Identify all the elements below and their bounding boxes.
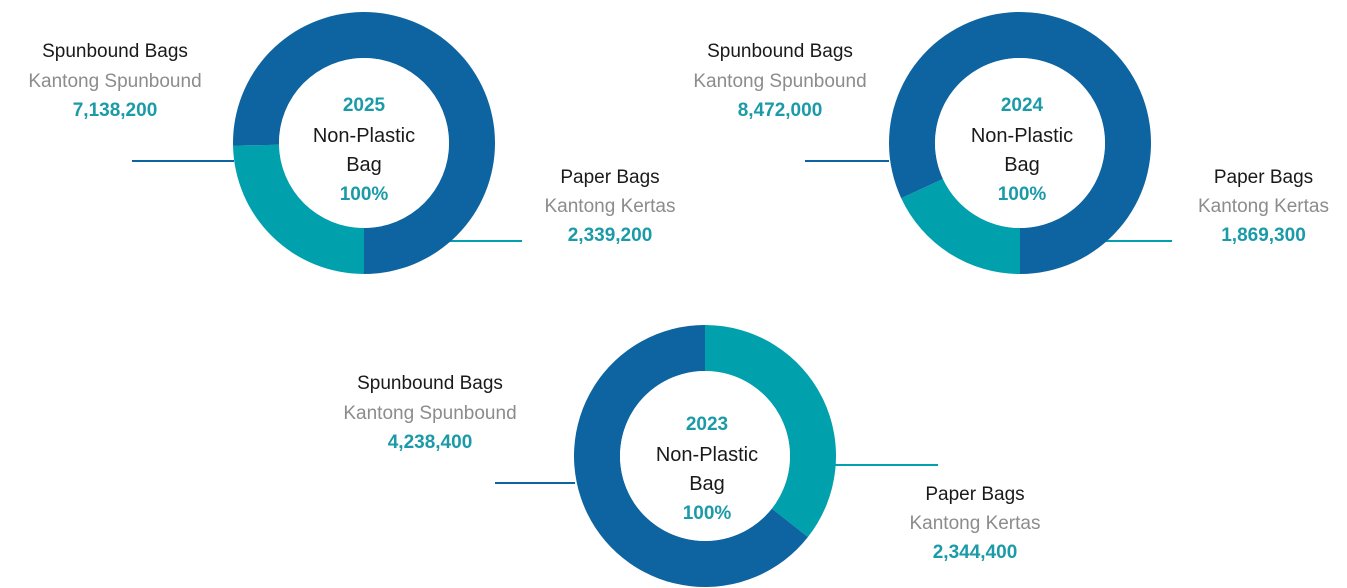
chart-2025-donut-hole xyxy=(279,58,449,228)
chart-2023-center-percent: 100% xyxy=(682,503,732,524)
chart-2023-paper-value: 2,344,400 xyxy=(932,542,1018,563)
chart-2025-center-subtitle: Bag xyxy=(346,154,382,176)
chart-2023-spunbound-name-en: Spunbound Bags xyxy=(357,373,503,394)
chart-2025-paper-value: 2,339,200 xyxy=(567,225,653,246)
chart-2023-paper-name-id: Kantong Kertas xyxy=(909,513,1041,534)
chart-2024-paper-name-en: Paper Bags xyxy=(1213,167,1314,188)
chart-2024-center-percent: 100% xyxy=(997,184,1047,205)
chart-2025-spunbound-value: 7,138,200 xyxy=(72,100,158,121)
chart-2025-spunbound-name-id: Kantong Spunbound xyxy=(28,71,202,92)
chart-2024-donut-hole xyxy=(935,58,1105,228)
chart-2023-donut-hole xyxy=(620,371,790,541)
chart-2025-spunbound-name-en: Spunbound Bags xyxy=(42,41,188,62)
chart-2023-spunbound-name-id: Kantong Spunbound xyxy=(343,403,517,424)
chart-2023-center-subtitle: Bag xyxy=(689,473,725,495)
chart-2023-center-title: Non-Plastic xyxy=(655,444,759,466)
chart-2023-paper-name-en: Paper Bags xyxy=(925,484,1025,505)
chart-2024-paper-name-id: Kantong Kertas xyxy=(1198,196,1329,217)
chart-2025-paper-name-id: Kantong Kertas xyxy=(544,196,676,217)
chart-2024-paper-value: 1,869,300 xyxy=(1221,225,1306,246)
chart-2024-slice-spunbound xyxy=(889,11,1151,274)
chart-2024-spunbound-value: 8,472,000 xyxy=(737,100,823,121)
chart-2025-slice-spunbound xyxy=(233,12,496,275)
chart-2024-center-subtitle: Bag xyxy=(1004,154,1040,176)
chart-2024-spunbound-name-en: Spunbound Bags xyxy=(707,41,853,62)
chart-2023-spunbound-value: 4,238,400 xyxy=(387,432,473,453)
chart-2023-slice-paper xyxy=(705,325,836,538)
chart-2025-paper-name-en: Paper Bags xyxy=(560,167,660,188)
chart-2024-center-title: Non-Plastic xyxy=(970,125,1074,147)
chart-2023-slice-spunbound xyxy=(574,325,808,587)
chart-2025-center-title: Non-Plastic xyxy=(312,125,416,147)
chart-2024-center-year: 2024 xyxy=(1000,95,1044,116)
chart-2025-center-percent: 100% xyxy=(339,184,389,205)
chart-2025-slice-paper xyxy=(233,144,364,274)
chart-2024-slice-paper xyxy=(901,178,1020,274)
chart-2023-center-year: 2023 xyxy=(685,414,729,435)
chart-2025-center-year: 2025 xyxy=(342,95,386,116)
chart-2024-spunbound-name-id: Kantong Spunbound xyxy=(693,71,867,92)
